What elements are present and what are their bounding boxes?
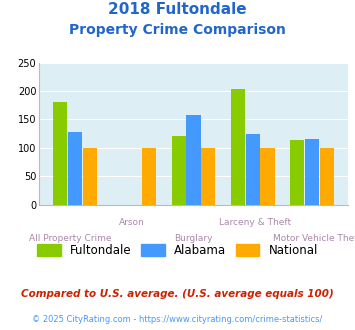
Bar: [201, 148, 215, 205]
Bar: [83, 148, 97, 205]
Text: Larceny & Theft: Larceny & Theft: [219, 218, 291, 227]
Text: © 2025 CityRating.com - https://www.cityrating.com/crime-statistics/: © 2025 CityRating.com - https://www.city…: [32, 315, 323, 324]
Bar: [290, 140, 304, 205]
Text: Property Crime Comparison: Property Crime Comparison: [69, 23, 286, 37]
Bar: [231, 89, 245, 205]
Text: Motor Vehicle Theft: Motor Vehicle Theft: [273, 234, 355, 243]
Bar: [261, 148, 275, 205]
Bar: [305, 139, 319, 205]
Text: Burglary: Burglary: [174, 234, 213, 243]
Legend: Fultondale, Alabama, National: Fultondale, Alabama, National: [32, 239, 323, 261]
Text: All Property Crime: All Property Crime: [29, 234, 111, 243]
Bar: [186, 115, 201, 205]
Bar: [142, 148, 156, 205]
Text: Arson: Arson: [119, 218, 144, 227]
Bar: [320, 148, 334, 205]
Text: Compared to U.S. average. (U.S. average equals 100): Compared to U.S. average. (U.S. average …: [21, 289, 334, 299]
Bar: [68, 132, 82, 205]
Bar: [246, 134, 260, 205]
Text: 2018 Fultondale: 2018 Fultondale: [108, 2, 247, 16]
Bar: [171, 137, 186, 205]
Bar: [53, 102, 67, 205]
